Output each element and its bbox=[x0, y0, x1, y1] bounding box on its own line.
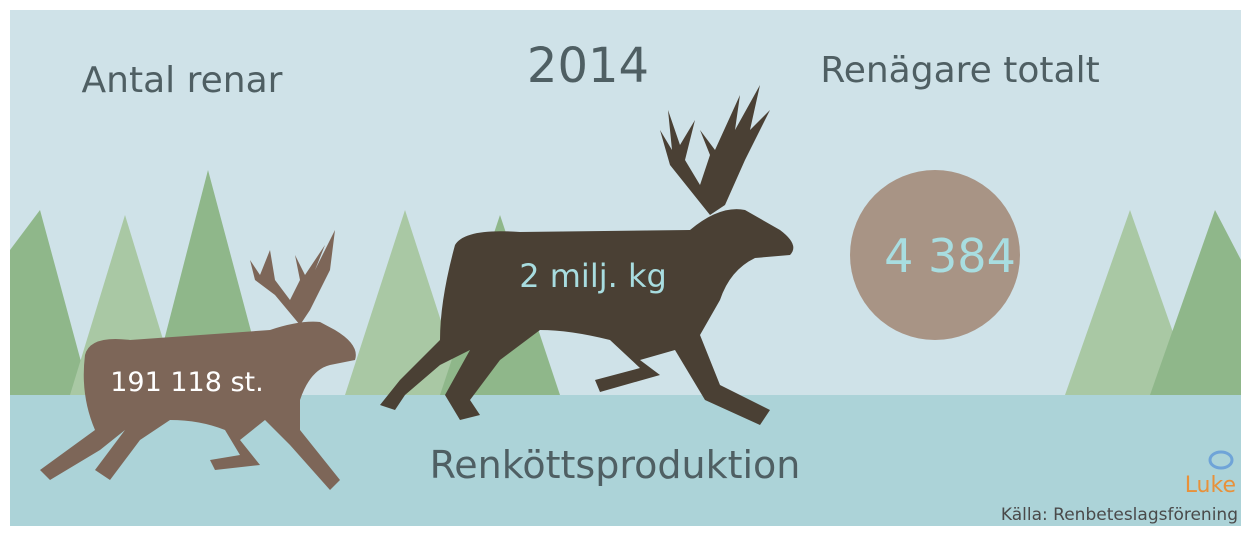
source: Källa: Renbeteslagsförening bbox=[1001, 505, 1238, 525]
stat-label: Renköttsproduktion bbox=[430, 443, 801, 487]
logo: Luke bbox=[1185, 473, 1236, 498]
infographic: Antal renar 2014 Renägare totalt Renkött… bbox=[0, 0, 1251, 536]
stat-label: Renägare totalt bbox=[820, 50, 1099, 91]
stat-value: 2 milj. kg bbox=[519, 257, 667, 295]
stat-value: 4 384 bbox=[884, 229, 1016, 283]
stat-value: 191 118 st. bbox=[110, 367, 263, 398]
year: 2014 bbox=[527, 38, 649, 94]
stat-label: Antal renar bbox=[82, 60, 283, 101]
